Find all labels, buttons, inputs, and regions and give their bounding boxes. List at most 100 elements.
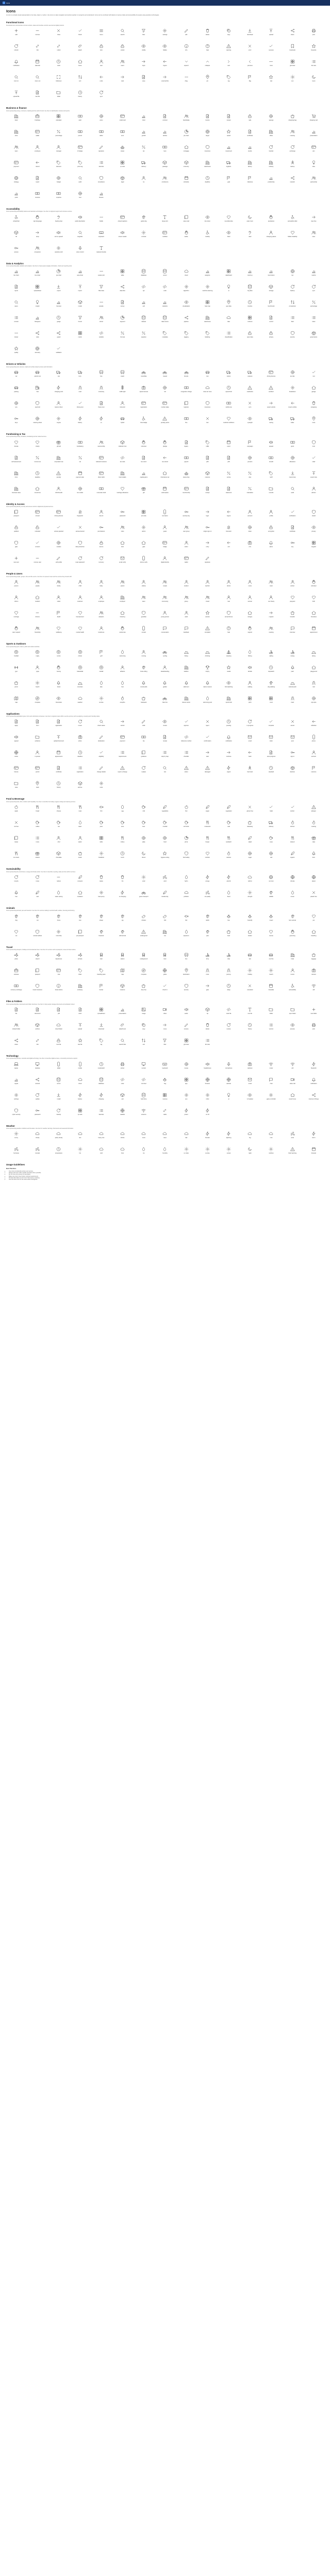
icon-tile[interactable]: barcode bbox=[91, 160, 111, 172]
icon-tile[interactable]: presentation bbox=[304, 129, 324, 141]
icon-tile[interactable]: ai bbox=[219, 1093, 239, 1104]
icon-tile[interactable]: stolen bbox=[176, 766, 196, 777]
icon-tile[interactable]: income tax bbox=[27, 455, 47, 467]
icon-tile[interactable]: backpack bbox=[134, 696, 154, 707]
icon-tile[interactable]: carbon bbox=[240, 875, 260, 886]
icon-tile[interactable]: bluetooth bbox=[304, 1062, 324, 1073]
icon-tile[interactable]: traffic light bbox=[112, 385, 133, 397]
icon-tile[interactable]: tax credits bbox=[70, 486, 90, 498]
icon-tile[interactable]: dollar bbox=[91, 129, 111, 141]
icon-tile[interactable]: moped bbox=[155, 370, 175, 381]
icon-tile[interactable]: picnic bbox=[6, 681, 26, 692]
icon-tile[interactable]: horse riding bbox=[134, 665, 154, 676]
icon-tile[interactable]: terminal bbox=[134, 1077, 154, 1089]
icon-tile[interactable]: guest bbox=[155, 525, 175, 536]
icon-tile[interactable]: continue bbox=[219, 750, 239, 761]
icon-tile[interactable]: wallet bbox=[176, 556, 196, 567]
icon-tile[interactable]: scatter plot bbox=[91, 269, 111, 280]
icon-tile[interactable]: network bbox=[27, 1077, 47, 1089]
icon-tile[interactable]: sunrise bbox=[91, 696, 111, 707]
icon-tile[interactable]: export vehicle bbox=[261, 401, 281, 412]
icon-tile[interactable]: privacy bbox=[304, 525, 324, 536]
icon-tile[interactable]: fish bbox=[91, 805, 111, 816]
icon-tile[interactable]: gauge bbox=[48, 315, 69, 327]
icon-tile[interactable]: attachment bbox=[112, 1023, 133, 1034]
icon-tile[interactable]: contract bbox=[155, 114, 175, 125]
icon-tile[interactable]: keyboard bbox=[91, 230, 111, 242]
icon-tile[interactable]: wallet bbox=[27, 129, 47, 141]
icon-tile[interactable]: birth bbox=[304, 595, 324, 606]
icon-tile[interactable]: padlock bbox=[6, 525, 26, 536]
icon-tile[interactable]: statement bbox=[219, 486, 239, 498]
icon-tile[interactable]: travel advice bbox=[48, 984, 69, 995]
icon-tile[interactable]: phone verify bbox=[134, 556, 154, 567]
icon-tile[interactable]: list view bbox=[304, 59, 324, 71]
icon-tile[interactable]: finance bbox=[91, 191, 111, 202]
icon-tile[interactable]: steering wheel bbox=[27, 416, 47, 428]
icon-tile[interactable]: sugar bbox=[240, 851, 260, 862]
icon-tile[interactable]: penalty bbox=[48, 471, 69, 482]
icon-tile[interactable]: allowance bbox=[283, 455, 303, 467]
icon-tile[interactable]: battery bbox=[70, 416, 90, 428]
icon-tile[interactable]: compliance bbox=[91, 176, 111, 187]
icon-tile[interactable]: conference bbox=[155, 176, 175, 187]
icon-tile[interactable]: permit bbox=[27, 766, 47, 777]
icon-tile[interactable]: cold bbox=[91, 1147, 111, 1158]
icon-tile[interactable]: strategy bbox=[6, 176, 26, 187]
icon-tile[interactable]: electric car bbox=[27, 370, 47, 381]
icon-tile[interactable]: whistle bbox=[240, 665, 260, 676]
icon-tile[interactable]: customs bbox=[197, 471, 218, 482]
icon-tile[interactable]: climate bbox=[283, 875, 303, 886]
icon-tile[interactable]: grant bbox=[283, 440, 303, 451]
icon-tile[interactable]: keys bbox=[6, 416, 26, 428]
icon-tile[interactable]: fast track bbox=[240, 766, 260, 777]
icon-tile[interactable]: olympics bbox=[304, 696, 324, 707]
icon-tile[interactable]: schema bbox=[240, 315, 260, 327]
icon-tile[interactable]: sort bbox=[134, 1038, 154, 1049]
icon-tile[interactable]: router bbox=[261, 1062, 281, 1073]
icon-tile[interactable]: medical conditions bbox=[219, 416, 239, 428]
icon-tile[interactable]: paw bbox=[197, 929, 218, 941]
icon-tile[interactable]: meeting bbox=[283, 129, 303, 141]
icon-tile[interactable]: endangered bbox=[134, 929, 154, 941]
icon-tile[interactable]: digital identity bbox=[155, 556, 175, 567]
icon-tile[interactable]: login bbox=[134, 59, 154, 71]
icon-tile[interactable]: bus bbox=[176, 953, 196, 964]
icon-tile[interactable]: usb bbox=[112, 1093, 133, 1104]
icon-tile[interactable]: check in bbox=[155, 984, 175, 995]
icon-tile[interactable]: bird bbox=[155, 914, 175, 925]
icon-tile[interactable]: corporation tax bbox=[48, 455, 69, 467]
icon-tile[interactable]: self assessment bbox=[6, 455, 26, 467]
icon-tile[interactable]: smart home bbox=[283, 1093, 303, 1104]
icon-tile[interactable]: tools bbox=[91, 781, 111, 792]
icon-tile[interactable]: bug bbox=[155, 1077, 175, 1089]
icon-tile[interactable]: share bbox=[6, 1038, 26, 1049]
icon-tile[interactable]: text to speech bbox=[48, 230, 69, 242]
icon-tile[interactable]: link bbox=[27, 44, 47, 55]
icon-tile[interactable]: complete bbox=[261, 719, 281, 731]
icon-tile[interactable]: governance bbox=[304, 331, 324, 342]
icon-tile[interactable]: handshake bbox=[176, 114, 196, 125]
icon-tile[interactable]: beach bbox=[27, 681, 47, 692]
icon-tile[interactable]: feedback bbox=[176, 626, 196, 637]
icon-tile[interactable]: battery bbox=[70, 1093, 90, 1104]
icon-tile[interactable]: briefcase bbox=[27, 114, 47, 125]
icon-tile[interactable]: lake bbox=[91, 681, 111, 692]
icon-tile[interactable]: countryside bbox=[134, 681, 154, 692]
icon-tile[interactable]: chicken bbox=[134, 914, 154, 925]
icon-tile[interactable]: barcode bbox=[91, 1108, 111, 1120]
icon-tile[interactable]: hail bbox=[176, 1131, 196, 1143]
icon-tile[interactable]: tax bbox=[134, 145, 154, 156]
icon-tile[interactable]: visa bbox=[48, 968, 69, 979]
icon-tile[interactable]: universal credit bbox=[91, 486, 111, 498]
icon-tile[interactable]: permissions bbox=[91, 525, 111, 536]
icon-tile[interactable]: receipt bbox=[197, 486, 218, 498]
icon-tile[interactable]: wind bbox=[155, 875, 175, 886]
icon-tile[interactable]: browser bbox=[197, 1077, 218, 1089]
icon-tile[interactable]: atm bbox=[304, 145, 324, 156]
icon-tile[interactable]: industry bbox=[261, 160, 281, 172]
icon-tile[interactable]: cancel bbox=[283, 719, 303, 731]
icon-tile[interactable]: camping bbox=[219, 650, 239, 661]
icon-tile[interactable]: bus bbox=[91, 370, 111, 381]
icon-tile[interactable]: hotel bbox=[283, 953, 303, 964]
